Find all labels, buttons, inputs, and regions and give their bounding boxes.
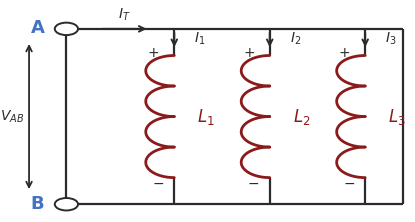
Text: $I_1$: $I_1$ [194, 31, 205, 47]
Text: $-$: $-$ [151, 176, 164, 190]
Text: $+$: $+$ [147, 46, 160, 60]
Text: $-$: $-$ [247, 176, 259, 190]
Circle shape [55, 198, 78, 210]
Text: $L_2$: $L_2$ [293, 107, 310, 127]
Text: A: A [30, 19, 44, 37]
Text: $V_{AB}$: $V_{AB}$ [0, 108, 24, 125]
Text: $I_T$: $I_T$ [118, 6, 131, 23]
Circle shape [55, 23, 78, 35]
Text: $I_3$: $I_3$ [385, 31, 397, 47]
Text: $L_1$: $L_1$ [197, 107, 215, 127]
Text: $+$: $+$ [338, 46, 351, 60]
Text: $L_3$: $L_3$ [388, 107, 406, 127]
Text: $+$: $+$ [243, 46, 255, 60]
Text: $-$: $-$ [342, 176, 355, 190]
Text: B: B [31, 195, 44, 213]
Text: $I_2$: $I_2$ [290, 31, 301, 47]
